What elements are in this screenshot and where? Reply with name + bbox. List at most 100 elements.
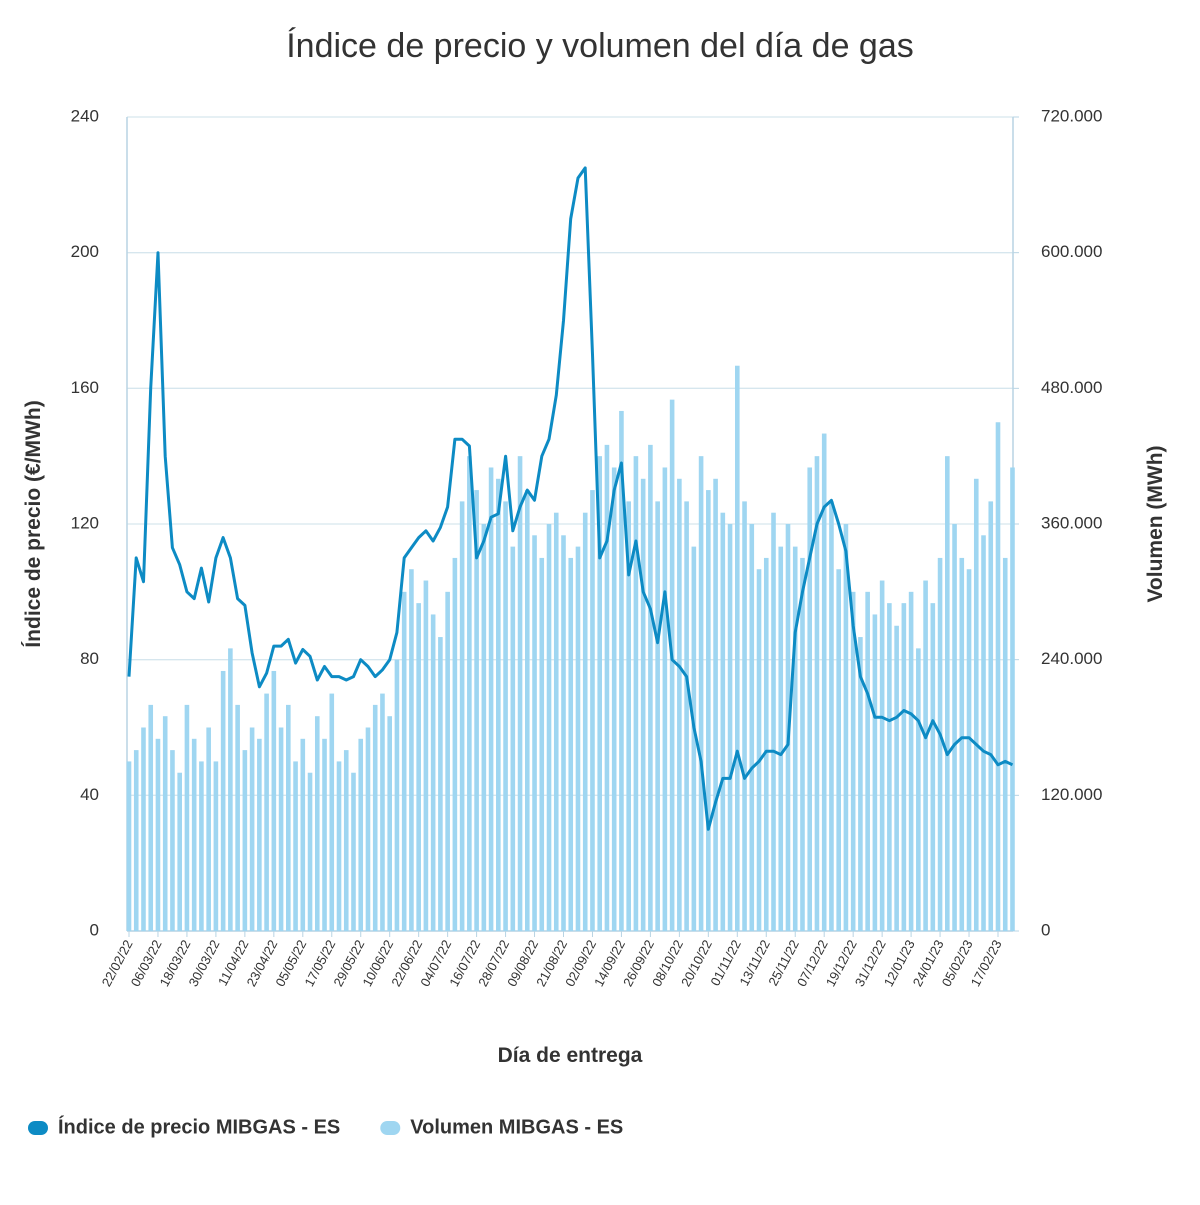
bar bbox=[735, 365, 740, 931]
bar bbox=[423, 580, 429, 931]
bar bbox=[582, 512, 588, 931]
bar bbox=[380, 693, 385, 931]
bar bbox=[778, 546, 784, 931]
bar bbox=[524, 490, 530, 931]
bar bbox=[235, 704, 240, 931]
bar bbox=[821, 433, 827, 931]
y2-axis-title: Volumen (MWh) bbox=[1144, 445, 1167, 602]
bar bbox=[749, 524, 755, 931]
bar bbox=[894, 625, 899, 931]
bar bbox=[684, 501, 689, 931]
bar bbox=[322, 738, 327, 931]
bar bbox=[467, 456, 472, 931]
legend-label: Volumen MIBGAS - ES bbox=[410, 1116, 623, 1138]
bar bbox=[126, 761, 132, 931]
y2-tick-label: 600.000 bbox=[1041, 242, 1102, 261]
bar bbox=[872, 614, 878, 931]
bar bbox=[416, 603, 421, 931]
bar bbox=[742, 501, 747, 931]
bar bbox=[706, 490, 711, 931]
bar bbox=[162, 716, 168, 931]
bar bbox=[611, 467, 617, 931]
y-tick-label: 240 bbox=[71, 106, 99, 125]
bar bbox=[792, 546, 798, 931]
bar bbox=[496, 478, 501, 931]
bar bbox=[662, 467, 668, 931]
bar bbox=[648, 444, 653, 931]
bar bbox=[879, 580, 885, 931]
bar bbox=[452, 557, 458, 931]
bar bbox=[184, 704, 190, 931]
bar bbox=[438, 637, 443, 931]
y-tick-label: 40 bbox=[80, 785, 99, 804]
y-tick-label: 0 bbox=[90, 920, 99, 939]
bar bbox=[488, 467, 494, 931]
bar bbox=[278, 727, 284, 931]
bar bbox=[713, 478, 718, 931]
bar bbox=[952, 524, 957, 931]
y-tick-label: 160 bbox=[71, 378, 99, 397]
bar bbox=[988, 501, 994, 931]
bar bbox=[445, 591, 450, 931]
bar bbox=[930, 603, 936, 931]
bar bbox=[539, 557, 545, 931]
bar bbox=[619, 410, 624, 931]
bar bbox=[351, 772, 356, 931]
bar bbox=[1002, 557, 1008, 931]
bar bbox=[597, 456, 603, 931]
bar bbox=[698, 456, 704, 931]
bar bbox=[517, 456, 523, 931]
bar bbox=[843, 524, 849, 931]
bar bbox=[503, 501, 508, 931]
bar bbox=[887, 603, 892, 931]
y2-tick-label: 240.000 bbox=[1041, 649, 1102, 668]
bar bbox=[141, 727, 146, 931]
bar bbox=[409, 569, 414, 931]
bar bbox=[814, 456, 820, 931]
bar bbox=[546, 524, 552, 931]
bar bbox=[213, 761, 219, 931]
bar bbox=[561, 535, 566, 931]
bar bbox=[329, 693, 335, 931]
y2-tick-label: 0 bbox=[1041, 920, 1050, 939]
legend-label: Índice de precio MIBGAS - ES bbox=[58, 1115, 340, 1138]
legend-symbol bbox=[380, 1121, 401, 1135]
bar bbox=[286, 704, 291, 931]
bar bbox=[401, 591, 407, 931]
y-tick-label: 120 bbox=[71, 513, 99, 532]
bar bbox=[756, 569, 762, 931]
bar bbox=[945, 456, 950, 931]
bar bbox=[394, 659, 400, 931]
bar bbox=[568, 557, 574, 931]
bar bbox=[199, 761, 204, 931]
bar bbox=[908, 591, 914, 931]
bar bbox=[655, 501, 660, 931]
bar bbox=[626, 501, 631, 931]
y2-tick-label: 720.000 bbox=[1041, 106, 1102, 125]
bar bbox=[981, 535, 986, 931]
bar bbox=[430, 614, 436, 931]
bar bbox=[604, 444, 610, 931]
bar bbox=[133, 750, 139, 931]
chart-title: Índice de precio y volumen del día de ga… bbox=[286, 27, 914, 65]
bar bbox=[959, 557, 965, 931]
bar bbox=[170, 750, 175, 931]
bar bbox=[155, 738, 161, 931]
bar bbox=[771, 512, 776, 931]
bar bbox=[691, 546, 697, 931]
bar bbox=[800, 557, 805, 931]
bar bbox=[633, 456, 639, 931]
bar bbox=[720, 512, 726, 931]
bar bbox=[474, 490, 479, 931]
bar bbox=[923, 580, 928, 931]
bar bbox=[973, 478, 979, 931]
bar bbox=[937, 557, 943, 931]
bar bbox=[677, 478, 682, 931]
bar bbox=[148, 704, 154, 931]
bar bbox=[343, 750, 349, 931]
bar bbox=[995, 422, 1001, 931]
bar bbox=[177, 772, 182, 931]
bar bbox=[293, 761, 298, 931]
y-axis-title: Índice de precio (€/MWh) bbox=[22, 400, 45, 647]
